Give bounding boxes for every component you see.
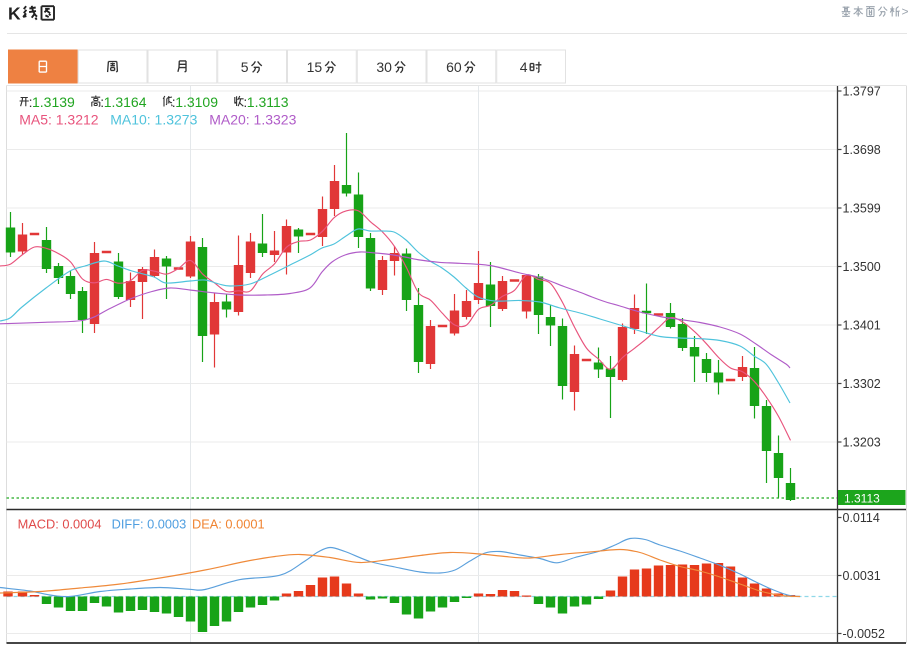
svg-text::: : [243,94,247,110]
svg-text:1.3203: 1.3203 [843,436,881,450]
svg-text:1.3109: 1.3109 [175,94,218,110]
svg-text:30: 30 [376,59,392,75]
svg-text:1.3599: 1.3599 [843,202,881,216]
svg-text:MA20: 1.3323: MA20: 1.3323 [209,112,296,128]
svg-text::: : [100,94,104,110]
svg-text::: : [172,94,176,110]
svg-text:1.3698: 1.3698 [843,143,881,157]
svg-text:MACD: 0.0004: MACD: 0.0004 [18,517,102,532]
svg-text:0.0114: 0.0114 [843,511,880,525]
svg-text:K: K [8,4,21,24]
svg-text:MA5: 1.3212: MA5: 1.3212 [19,112,99,128]
svg-text:1.3797: 1.3797 [843,85,881,99]
svg-text:>: > [902,5,909,19]
svg-text:DIFF: 0.0003: DIFF: 0.0003 [112,517,187,532]
svg-text:1.3113: 1.3113 [844,492,880,506]
svg-text:0.0031: 0.0031 [843,569,881,583]
svg-text:MA10: 1.3273: MA10: 1.3273 [110,112,197,128]
svg-text:1.3139: 1.3139 [32,94,75,110]
svg-text:15: 15 [307,59,323,75]
svg-text:-0.0052: -0.0052 [843,627,885,641]
svg-text:1.3401: 1.3401 [843,319,881,333]
svg-text:1.3500: 1.3500 [843,260,881,274]
svg-text:4: 4 [520,59,528,75]
svg-text:DEA: 0.0001: DEA: 0.0001 [192,517,265,532]
svg-text::: : [29,94,33,110]
svg-text:1.3302: 1.3302 [843,377,881,391]
svg-text:1.3113: 1.3113 [247,94,289,110]
svg-text:5: 5 [241,59,249,75]
svg-text:1.3164: 1.3164 [104,94,147,110]
svg-text:60: 60 [446,59,462,75]
